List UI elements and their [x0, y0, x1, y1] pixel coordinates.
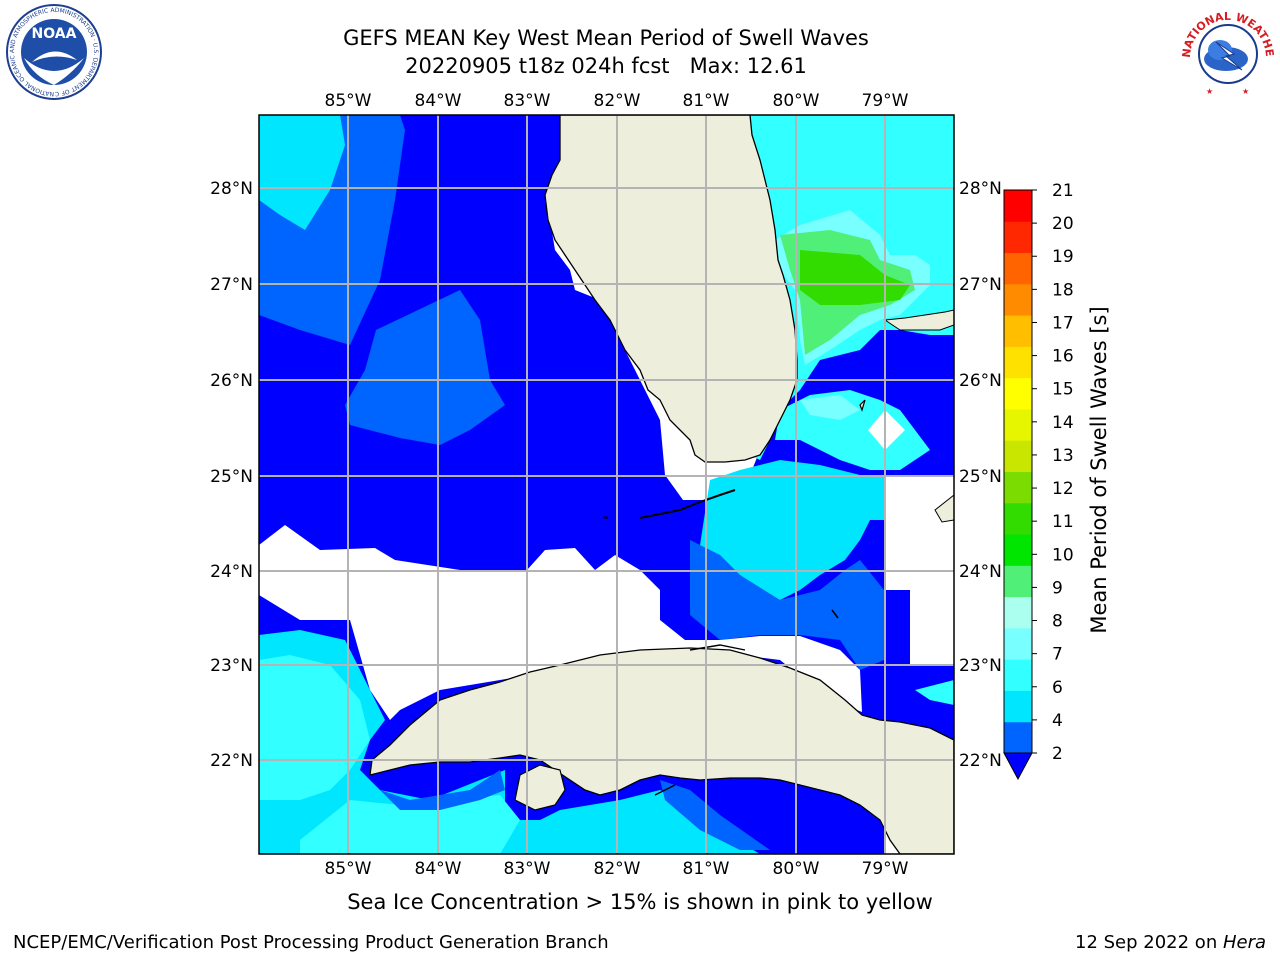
- lat-label: 28°N: [959, 179, 1002, 199]
- colorbar-tick-label: 7: [1052, 645, 1063, 665]
- footer-date: 12 Sep 2022 on Hera: [1075, 932, 1266, 953]
- footer-host: Hera: [1222, 932, 1266, 953]
- lon-label: 81°W: [683, 859, 730, 879]
- lat-label: 23°N: [959, 656, 1002, 676]
- lon-label: 82°W: [594, 91, 641, 111]
- colorbar-tick-label: 21: [1052, 181, 1074, 201]
- colorbar-tick-label: 15: [1052, 380, 1074, 400]
- lat-label: 26°N: [210, 371, 253, 391]
- colorbar-tick-label: 20: [1052, 214, 1074, 234]
- lat-label: 26°N: [959, 371, 1002, 391]
- colorbar-swatch: [1004, 221, 1032, 254]
- footer-credit: NCEP/EMC/Verification Post Processing Pr…: [13, 932, 609, 953]
- lat-label: 25°N: [959, 467, 1002, 487]
- colorbar-tick-label: 8: [1052, 612, 1063, 632]
- nws-logo: NATIONAL WEATHER SERVICE ★ ★: [1176, 2, 1276, 99]
- svg-text:★: ★: [1206, 87, 1213, 96]
- colorbar-tick-label: 6: [1052, 678, 1063, 698]
- colorbar-frame: [1003, 189, 1033, 754]
- lon-label: 79°W: [862, 91, 909, 111]
- colorbar-tick-label: 9: [1052, 578, 1063, 598]
- lon-label: 79°W: [862, 859, 909, 879]
- colorbar-swatch: [1004, 721, 1032, 754]
- map-subtitle: 20220905 t18z 024h fcst Max: 12.61: [405, 54, 807, 78]
- colorbar-tick-label: 2: [1052, 744, 1063, 764]
- lat-label: 23°N: [210, 656, 253, 676]
- map-frame: [258, 114, 955, 855]
- noaa-logo-text: NOAA: [32, 26, 77, 42]
- colorbar-tick-label: 13: [1052, 446, 1074, 466]
- svg-text:★: ★: [1242, 87, 1249, 96]
- colorbar-swatch: [1004, 377, 1032, 410]
- lon-labels-top: 85°W 84°W 83°W 82°W 81°W 80°W 79°W: [325, 91, 909, 111]
- lat-labels-left: 28°N 27°N 26°N 25°N 24°N 23°N 22°N: [210, 179, 253, 771]
- colorbar-swatch: [1004, 659, 1032, 691]
- colorbar-tick-label: 10: [1052, 545, 1074, 565]
- colorbar-tick-label: 11: [1052, 512, 1074, 532]
- colorbar-label: Mean Period of Swell Waves [s]: [1087, 306, 1111, 633]
- sea-ice-note: Sea Ice Concentration > 15% is shown in …: [347, 890, 933, 914]
- colorbar-tick-label: 16: [1052, 347, 1074, 367]
- colorbar-swatch: [1004, 440, 1032, 472]
- lat-label: 27°N: [959, 275, 1002, 295]
- colorbar-swatch: [1004, 534, 1032, 566]
- colorbar-swatch: [1004, 252, 1032, 285]
- colorbar-tick-label: 19: [1052, 247, 1074, 267]
- lat-label: 25°N: [210, 467, 253, 487]
- lon-label: 85°W: [325, 859, 372, 879]
- colorbar-swatch: [1004, 315, 1032, 347]
- colorbar-swatch: [1004, 690, 1032, 723]
- lat-labels-right: 28°N 27°N 26°N 25°N 24°N 23°N 22°N: [959, 179, 1002, 771]
- lat-label: 22°N: [210, 751, 253, 771]
- lon-label: 83°W: [504, 91, 551, 111]
- footer-date-text: 12 Sep 2022 on: [1075, 932, 1223, 953]
- colorbar-tick-label: 12: [1052, 479, 1074, 499]
- map-title: GEFS MEAN Key West Mean Period of Swell …: [343, 26, 869, 50]
- colorbar-swatch: [1004, 627, 1032, 660]
- colorbar-swatch: [1004, 408, 1032, 441]
- map-plot-area: [259, 115, 954, 854]
- colorbar-swatch: [1004, 471, 1032, 504]
- colorbar-tick-label: 14: [1052, 413, 1074, 433]
- lon-label: 85°W: [325, 91, 372, 111]
- noaa-logo: NATIONAL OCEANIC AND ATMOSPHERIC ADMINIS…: [2, 2, 102, 100]
- lon-label: 80°W: [773, 859, 820, 879]
- lon-label: 80°W: [773, 91, 820, 111]
- lat-label: 22°N: [959, 751, 1002, 771]
- colorbar-swatch: [1004, 565, 1032, 598]
- lon-labels-bottom: 85°W 84°W 83°W 82°W 81°W 80°W 79°W: [325, 859, 909, 879]
- lon-label: 84°W: [415, 859, 462, 879]
- lat-label: 24°N: [210, 562, 253, 582]
- colorbar: 2 4 6 7 8 9 10 11 12 13 14 15 16 17 18 19 20 21: [1003, 181, 1074, 781]
- lon-label: 84°W: [415, 91, 462, 111]
- lat-label: 27°N: [210, 275, 253, 295]
- colorbar-swatch: [1004, 502, 1032, 535]
- lat-label: 28°N: [210, 179, 253, 199]
- colorbar-tick-label: 4: [1052, 711, 1063, 731]
- lon-label: 83°W: [504, 859, 551, 879]
- colorbar-tick-label: 17: [1052, 313, 1074, 333]
- lon-label: 81°W: [683, 91, 730, 111]
- colorbar-swatch: [1004, 346, 1032, 379]
- colorbar-tick-label: 18: [1052, 280, 1074, 300]
- lon-label: 82°W: [594, 859, 641, 879]
- colorbar-under-arrow: [1003, 752, 1033, 781]
- colorbar-swatch: [1004, 283, 1032, 316]
- colorbar-swatch: [1004, 190, 1032, 222]
- colorbar-swatch: [1004, 596, 1032, 629]
- map-gridlines: [259, 115, 954, 854]
- lat-label: 24°N: [959, 562, 1002, 582]
